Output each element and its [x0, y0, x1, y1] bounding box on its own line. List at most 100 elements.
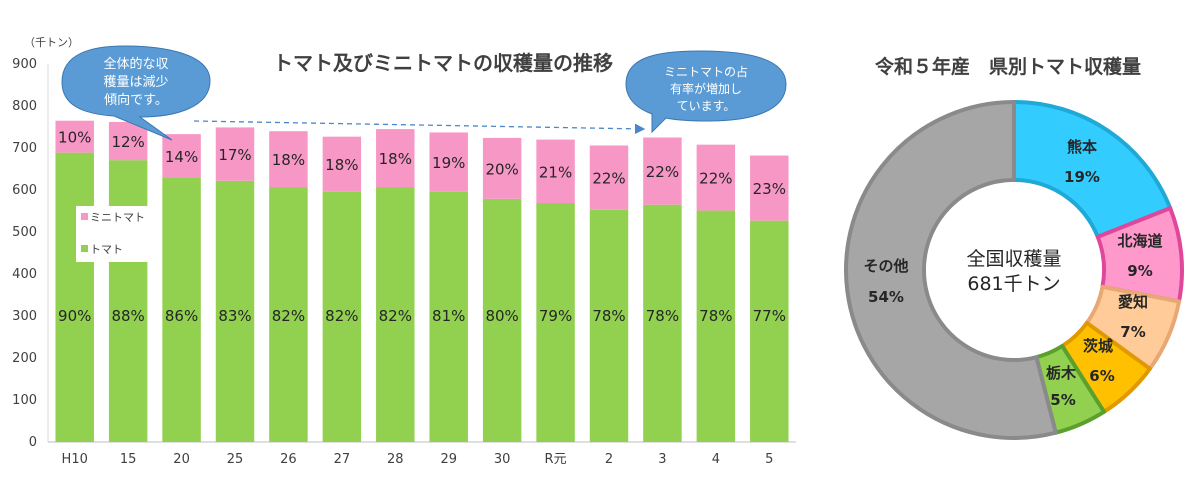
y-axis-unit-label: （千トン） [24, 36, 79, 49]
y-tick-label: 600 [12, 183, 37, 198]
data-label-mini-tomato: 17% [218, 146, 251, 164]
donut-chart: 令和５年産 県別トマト収穫量 熊本 19% 北海道 9% 愛知 7% 茨城 6% 栃木 5% その他… [844, 55, 1184, 440]
donut-slice-labels: 熊本 19% 北海道 9% 愛知 7% 茨城 6% 栃木 5% その他 54% [863, 138, 1162, 409]
data-label-mini-tomato: 19% [432, 154, 465, 172]
data-label-tomato: 88% [111, 307, 144, 325]
donut-slice-name: 茨城 [1083, 337, 1113, 355]
bar-mini-tomato [108, 121, 148, 161]
x-tick-label: 15 [120, 452, 137, 467]
data-label-tomato: 86% [165, 307, 198, 325]
x-tick-label: 28 [387, 452, 404, 467]
bar-chart: トマト及びミニトマトの収穫量の推移 （千トン） 0 100 200 300 400 500… [12, 36, 796, 467]
bar-mini-tomato [215, 127, 255, 181]
bar-tomato [108, 160, 148, 442]
bar-tomato [215, 180, 255, 442]
data-label-mini-tomato: 10% [58, 129, 91, 147]
x-tick-label: 27 [334, 452, 351, 467]
callout-decreasing: 全体的な収 穫量は減少 傾向です。 [61, 45, 211, 141]
donut-slice-value: 9% [1127, 262, 1152, 280]
y-tick-label: 300 [12, 309, 37, 324]
data-label-tomato: 79% [539, 307, 572, 325]
data-label-mini-tomato: 20% [485, 160, 518, 178]
callout-increasing-bubble [625, 50, 787, 134]
y-tick-label: 700 [12, 141, 37, 156]
donut-slice-value: 19% [1064, 168, 1100, 186]
data-label-mini-tomato: 14% [165, 148, 198, 166]
x-axis-tick-labels: H10 15 20 25 26 27 28 29 30 R元 2 3 4 5 [62, 452, 774, 467]
data-label-mini-tomato: 18% [325, 156, 358, 174]
y-tick-label: 900 [12, 57, 37, 72]
data-label-tomato: 78% [646, 307, 679, 325]
y-axis-ticks: 0 100 200 300 400 500 600 700 800 900 [12, 57, 37, 450]
trend-arrow [193, 120, 646, 135]
bar-mini-tomato [643, 137, 682, 205]
donut-chart-title: 令和５年産 県別トマト収穫量 [875, 55, 1141, 78]
data-label-tomato: 90% [58, 307, 91, 325]
bar-tomato [696, 210, 736, 442]
data-label-mini-tomato: 18% [379, 150, 412, 168]
x-tick-label: 26 [280, 452, 297, 467]
bar-mini-tomato [269, 131, 308, 188]
bar-chart-title: トマト及びミニトマトの収穫量の推移 [273, 51, 613, 75]
bar-mini-tomato [482, 137, 522, 199]
legend-box [76, 206, 152, 262]
y-tick-label: 400 [12, 267, 37, 282]
donut-slice-value: 7% [1120, 323, 1145, 341]
x-tick-label: H10 [62, 452, 88, 467]
y-tick-label: 800 [12, 99, 37, 114]
callout-increasing: ミニトマトの占 有率が増加し ています。 [625, 50, 787, 134]
data-label-tomato: 83% [218, 307, 251, 325]
data-label-tomato: 81% [432, 307, 465, 325]
legend-swatch-tomato [81, 245, 88, 252]
bar-mini-tomato [696, 144, 736, 211]
data-label-tomato: 78% [699, 307, 732, 325]
donut-slices [844, 100, 1184, 440]
callout-decreasing-line1: 全体的な収 [103, 56, 168, 72]
donut-hole [926, 182, 1102, 358]
x-tick-label: 2 [605, 452, 613, 467]
callout-decreasing-line3: 傾向です。 [104, 92, 168, 108]
callout-decreasing-bubble [61, 45, 211, 141]
donut-slice-name: その他 [863, 257, 908, 275]
donut-slice-name: 栃木 [1046, 364, 1077, 382]
x-tick-label: 20 [173, 452, 190, 467]
x-tick-label: 5 [765, 452, 773, 467]
data-label-tomato: 80% [485, 307, 518, 325]
callout-increasing-line3: ています。 [677, 99, 736, 113]
bar-tomato [162, 177, 201, 442]
bar-mini-tomato [162, 134, 201, 178]
legend-swatch-mini-tomato [81, 213, 88, 220]
callout-increasing-line1: ミニトマトの占 [664, 64, 748, 79]
donut-slice-value: 6% [1089, 367, 1114, 385]
callout-decreasing-line2: 穫量は減少 [103, 74, 168, 90]
bar-mini-tomato [536, 139, 575, 204]
callout-increasing-line2: 有率が増加し [670, 81, 742, 96]
x-tick-label: 4 [712, 452, 720, 467]
bar-tomato [55, 152, 94, 442]
donut-slice-value: 5% [1050, 391, 1075, 409]
x-tick-label: 30 [494, 452, 511, 467]
legend-label-mini-tomato: ミニトマト [90, 211, 145, 224]
donut-center-line1: 全国収穫量 [966, 248, 1061, 270]
bar-mini-tomato [429, 132, 468, 192]
bar-tomato [536, 203, 575, 442]
donut-slice [844, 100, 1058, 440]
data-label-mini-tomato: 21% [539, 163, 572, 181]
y-tick-label: 200 [12, 351, 37, 366]
bar-tomato [269, 187, 308, 442]
donut-center-line2: 681千トン [967, 273, 1060, 295]
data-label-mini-tomato: 22% [592, 170, 625, 188]
donut-slice [1012, 100, 1173, 239]
x-tick-label: R元 [545, 452, 567, 467]
bar-tomato [376, 187, 415, 442]
data-label-tomato: 77% [753, 307, 786, 325]
x-tick-label: 25 [227, 452, 244, 467]
bar-tomato [589, 209, 629, 442]
y-tick-label: 100 [12, 393, 37, 408]
bar-mini-tomato [750, 155, 789, 221]
bar-mini-tomato [376, 129, 415, 188]
y-tick-label: 0 [29, 435, 37, 450]
data-label-mini-tomato: 22% [646, 163, 679, 181]
